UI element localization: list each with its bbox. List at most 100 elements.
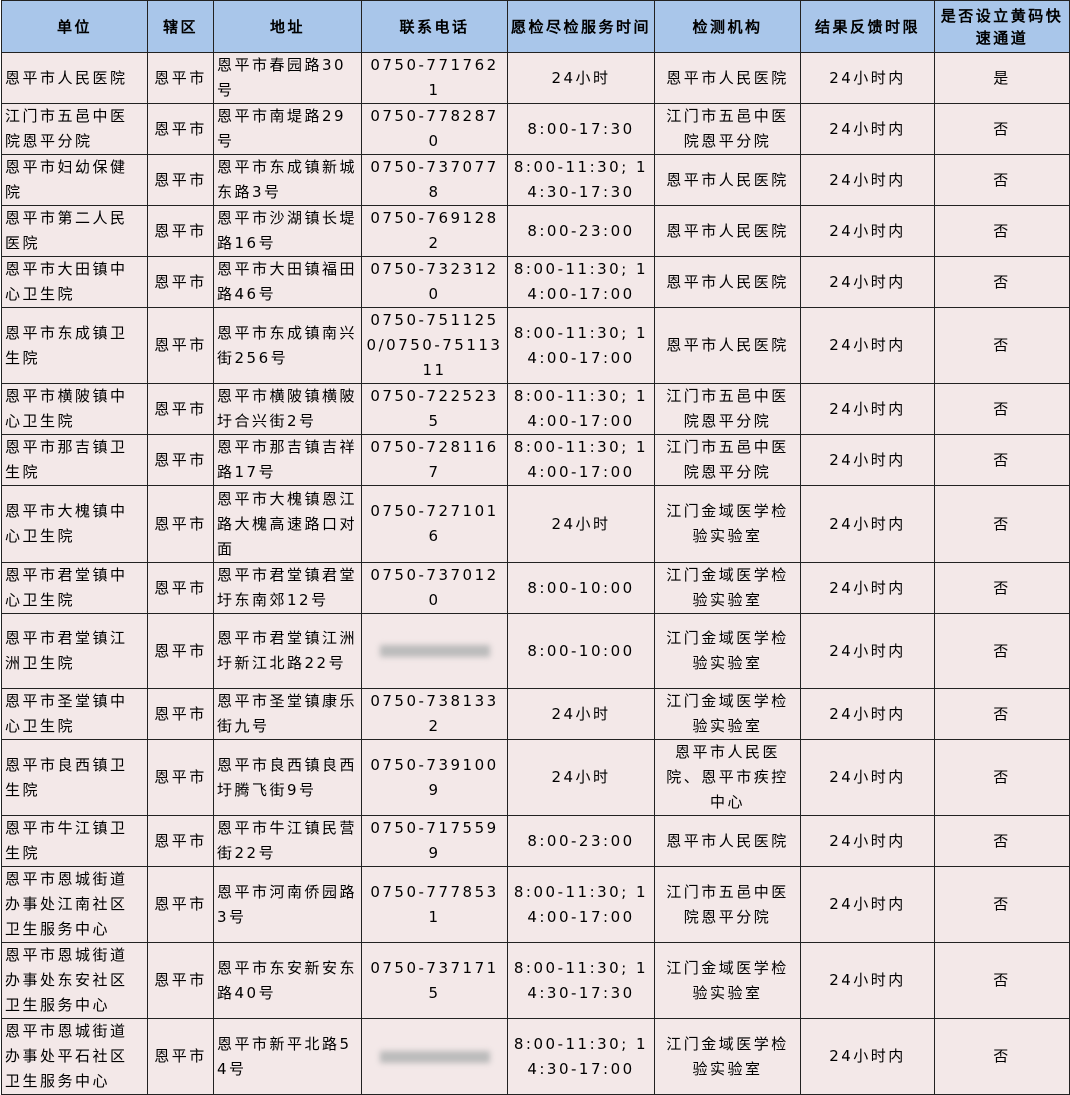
cell: 恩平市大田镇福田路46号 <box>213 256 362 308</box>
cell: 恩平市君堂镇江洲卫生院 <box>1 613 148 689</box>
cell: 江门市五邑中医院恩平分院 <box>654 103 801 155</box>
cell: 0750-7271016 <box>361 485 508 563</box>
cell: 0750-7782870 <box>361 103 508 155</box>
cell: 恩平市第二人民医院 <box>1 205 148 257</box>
cell: 0750-7225235 <box>361 383 508 435</box>
row: 恩平市横陂镇中心卫生院 恩平市 恩平市横陂镇横陂圩合兴街2号 0750-7225235… <box>1 383 1070 435</box>
cell: 24小时内 <box>800 256 935 308</box>
cell: 恩平市东成镇卫生院 <box>1 307 148 384</box>
cell: 江门市五邑中医院恩平分院 <box>1 103 148 155</box>
cell: 恩平市东安新安东路40号 <box>213 942 362 1019</box>
cell: 恩平市 <box>147 739 214 816</box>
cell: 否 <box>934 613 1070 689</box>
cell: 否 <box>934 739 1070 816</box>
cell: 恩平市圣堂镇中心卫生院 <box>1 688 148 740</box>
cell: 江门金域医学检验实验室 <box>654 688 801 740</box>
cell: 江门金域医学检验实验室 <box>654 562 801 614</box>
cell: 否 <box>934 688 1070 740</box>
cell: 否 <box>934 383 1070 435</box>
cell: 恩平市 <box>147 613 214 689</box>
row: 恩平市大槐镇中心卫生院 恩平市 恩平市大槐镇恩江路大槐高速路口对面 0750-7271… <box>1 485 1070 563</box>
cell: 恩平市 <box>147 52 214 104</box>
cell: 恩平市 <box>147 256 214 308</box>
cell: 24小时内 <box>800 562 935 614</box>
cell: 恩平市君堂镇中心卫生院 <box>1 562 148 614</box>
row: 恩平市恩城街道办事处平石社区卫生服务中心 恩平市 恩平市新平北路54号 8:00-11… <box>1 1018 1070 1095</box>
header-cell: 是否设立黄码快速通道 <box>934 0 1070 53</box>
redacted-phone <box>379 645 490 657</box>
cell: 恩平市君堂镇君堂圩东南郊12号 <box>213 562 362 614</box>
cell: 恩平市人民医院 <box>1 52 148 104</box>
cell: 24小时内 <box>800 434 935 486</box>
cell: 否 <box>934 815 1070 867</box>
cell: 恩平市人民医院 <box>654 815 801 867</box>
cell: 恩平市 <box>147 1018 214 1095</box>
cell: 24小时内 <box>800 815 935 867</box>
cell: 恩平市人民医院、恩平市疾控中心 <box>654 739 801 816</box>
cell: 否 <box>934 866 1070 943</box>
cell: 恩平市那吉镇吉祥路17号 <box>213 434 362 486</box>
cell: 恩平市大田镇中心卫生院 <box>1 256 148 308</box>
cell: 24小时内 <box>800 1018 935 1095</box>
header-cell: 结果反馈时限 <box>800 0 935 53</box>
row: 恩平市恩城街道办事处江南社区卫生服务中心 恩平市 恩平市河南侨园路3号 0750-77… <box>1 866 1070 943</box>
cell: 否 <box>934 434 1070 486</box>
cell: 8:00-11:30; 14:00-17:00 <box>507 866 655 943</box>
cell: 8:00-10:00 <box>507 613 655 689</box>
cell: 24小时内 <box>800 154 935 206</box>
cell <box>361 613 508 689</box>
cell: 8:00-11:30; 14:00-17:00 <box>507 307 655 384</box>
header-cell: 联系电话 <box>361 0 508 53</box>
cell: 恩平市 <box>147 205 214 257</box>
cell: 恩平市 <box>147 815 214 867</box>
cell: 恩平市牛江镇民营街22号 <box>213 815 362 867</box>
row: 恩平市君堂镇江洲卫生院 恩平市 恩平市君堂镇江洲圩新江北路22号 8:00-10:00… <box>1 613 1070 689</box>
cell: 否 <box>934 485 1070 563</box>
header-cell: 愿检尽检服务时间 <box>507 0 655 53</box>
cell: 24小时内 <box>800 103 935 155</box>
cell: 0750-7511250/0750-7511311 <box>361 307 508 384</box>
cell: 恩平市 <box>147 942 214 1019</box>
cell: 24小时内 <box>800 739 935 816</box>
cell: 24小时内 <box>800 52 935 104</box>
row: 恩平市良西镇卫生院 恩平市 恩平市良西镇良西圩腾飞街9号 0750-7391009 24… <box>1 739 1070 816</box>
cell: 0750-7370778 <box>361 154 508 206</box>
cell: 0750-7370120 <box>361 562 508 614</box>
cell: 恩平市良西镇良西圩腾飞街9号 <box>213 739 362 816</box>
row: 江门市五邑中医院恩平分院 恩平市 恩平市南堤路29号 0750-7782870 8:00… <box>1 103 1070 155</box>
cell: 恩平市君堂镇江洲圩新江北路22号 <box>213 613 362 689</box>
row: 恩平市人民医院 恩平市 恩平市春园路30号 0750-7717621 24小时 恩平市人民… <box>1 52 1070 104</box>
cell: 江门市五邑中医院恩平分院 <box>654 434 801 486</box>
cell: 恩平市大槐镇中心卫生院 <box>1 485 148 563</box>
cell: 8:00-23:00 <box>507 205 655 257</box>
cell: 恩平市 <box>147 103 214 155</box>
cell: 恩平市 <box>147 307 214 384</box>
header-cell: 单位 <box>1 0 148 53</box>
cell: 否 <box>934 562 1070 614</box>
header-cell: 辖区 <box>147 0 214 53</box>
cell: 江门市五邑中医院恩平分院 <box>654 383 801 435</box>
cell: 8:00-11:30; 14:30-17:00 <box>507 1018 655 1095</box>
cell: 恩平市 <box>147 434 214 486</box>
redacted-phone <box>379 1050 490 1063</box>
cell: 否 <box>934 154 1070 206</box>
cell: 否 <box>934 256 1070 308</box>
cell: 24小时内 <box>800 866 935 943</box>
cell: 恩平市人民医院 <box>654 256 801 308</box>
cell: 恩平市东成镇新城东路3号 <box>213 154 362 206</box>
header-cell: 地址 <box>213 0 362 53</box>
cell: 8:00-23:00 <box>507 815 655 867</box>
cell: 24小时内 <box>800 383 935 435</box>
cell: 24小时 <box>507 688 655 740</box>
cell: 24小时内 <box>800 613 935 689</box>
header-row: 单位 辖区 地址 联系电话 愿检尽检服务时间 检测机构 结果反馈时限 是否设立黄码快速通道 <box>1 0 1070 53</box>
cell: 恩平市恩城街道办事处平石社区卫生服务中心 <box>1 1018 148 1095</box>
cell: 恩平市恩城街道办事处江南社区卫生服务中心 <box>1 866 148 943</box>
row: 恩平市东成镇卫生院 恩平市 恩平市东成镇南兴街256号 0750-7511250/07… <box>1 307 1070 384</box>
cell: 恩平市 <box>147 485 214 563</box>
cell: 0750-7381332 <box>361 688 508 740</box>
row: 恩平市妇幼保健院 恩平市 恩平市东成镇新城东路3号 0750-7370778 8:00-… <box>1 154 1070 206</box>
cell: 江门金域医学检验实验室 <box>654 1018 801 1095</box>
cell: 恩平市妇幼保健院 <box>1 154 148 206</box>
